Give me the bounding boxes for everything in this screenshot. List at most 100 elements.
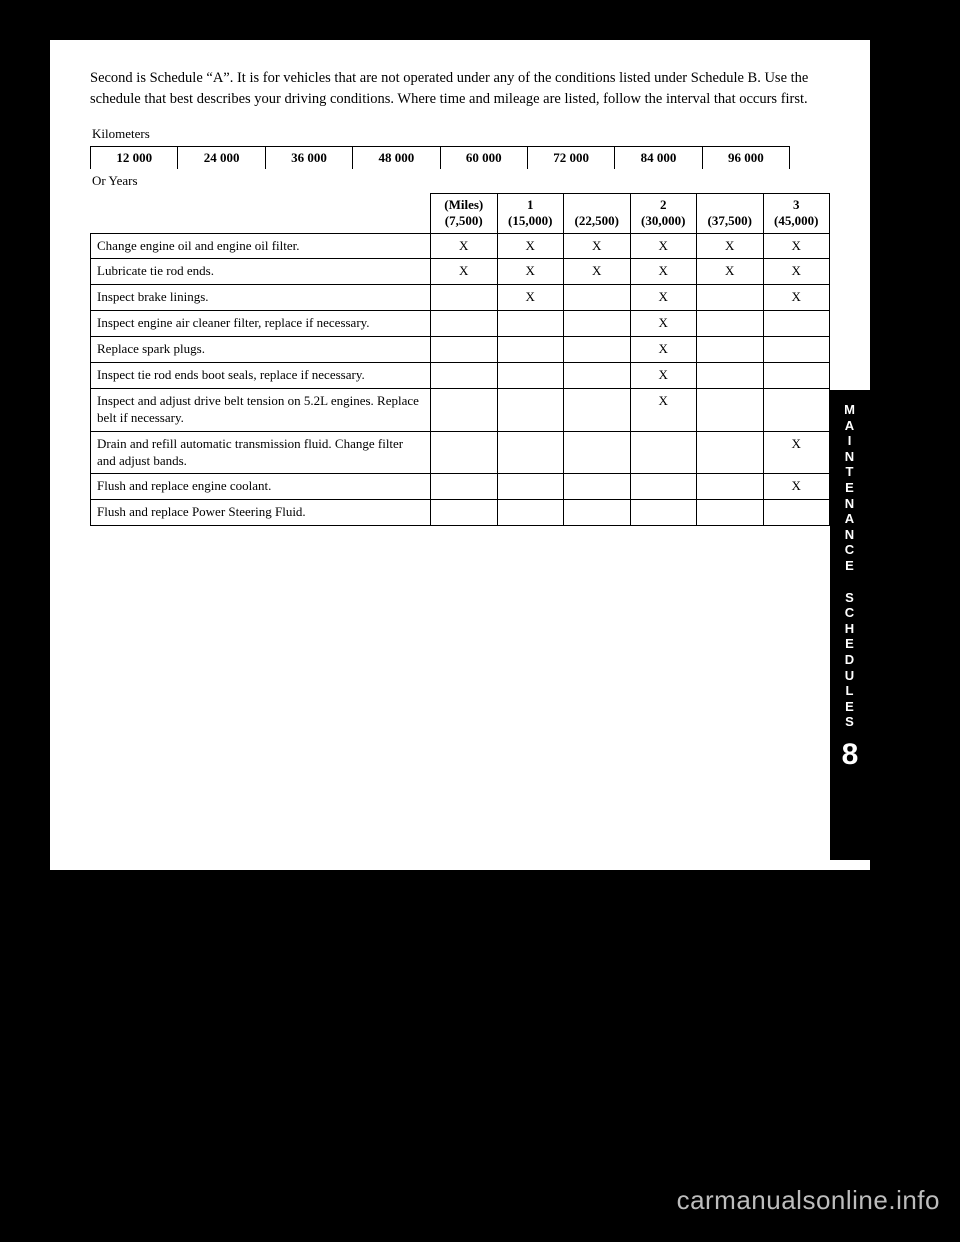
row-cell: X — [630, 233, 697, 259]
row-cell — [697, 388, 764, 431]
months-cell: 84 000 — [614, 147, 701, 169]
row-cell: X — [697, 259, 764, 285]
row-cell — [431, 337, 498, 363]
table-row: Change engine oil and engine oil filter.… — [91, 233, 830, 259]
row-cell — [497, 337, 564, 363]
row-cell — [497, 474, 564, 500]
row-description: Inspect brake linings. — [91, 285, 431, 311]
row-cell — [431, 362, 498, 388]
row-cell — [763, 388, 830, 431]
watermark: carmanualsonline.info — [677, 1185, 940, 1216]
intro-text: Second is Schedule “A”. It is for vehicl… — [90, 68, 830, 110]
row-cell: X — [497, 259, 564, 285]
maintenance-table: (Miles)(7,500)1(15,000)(22,500)2(30,000)… — [90, 193, 830, 526]
table-row: Lubricate tie rod ends.XXXXXX — [91, 259, 830, 285]
row-cell: X — [630, 259, 697, 285]
table-row: Flush and replace Power Steering Fluid. — [91, 500, 830, 526]
months-cell: 12 000 — [91, 147, 177, 169]
table-row: Drain and refill automatic transmission … — [91, 431, 830, 474]
row-cell: X — [431, 259, 498, 285]
table-row: Inspect and adjust drive belt tension on… — [91, 388, 830, 431]
months-label: Kilometers — [90, 126, 830, 142]
header-col: (22,500) — [564, 194, 631, 234]
table-row: Inspect brake linings. X X X — [91, 285, 830, 311]
row-cell — [763, 362, 830, 388]
row-cell — [697, 431, 764, 474]
row-cell — [763, 500, 830, 526]
row-cell — [630, 474, 697, 500]
row-description: Lubricate tie rod ends. — [91, 259, 431, 285]
header-col: (37,500) — [697, 194, 764, 234]
page-number: 233 — [831, 836, 852, 852]
row-cell: X — [564, 233, 631, 259]
row-cell — [630, 431, 697, 474]
row-cell — [431, 431, 498, 474]
row-cell: X — [497, 285, 564, 311]
row-cell — [564, 431, 631, 474]
row-cell — [497, 362, 564, 388]
row-cell — [697, 474, 764, 500]
row-description: Inspect and adjust drive belt tension on… — [91, 388, 431, 431]
row-cell: X — [697, 233, 764, 259]
row-cell — [697, 337, 764, 363]
row-cell — [697, 500, 764, 526]
section-number: 8 — [830, 738, 870, 772]
months-cell: 24 000 — [177, 147, 264, 169]
row-description: Flush and replace Power Steering Fluid. — [91, 500, 431, 526]
row-cell: X — [630, 337, 697, 363]
table-row: Replace spark plugs. X — [91, 337, 830, 363]
row-cell: X — [763, 285, 830, 311]
row-cell: X — [763, 431, 830, 474]
row-cell — [431, 388, 498, 431]
row-cell: X — [630, 311, 697, 337]
months-row: 12 00024 00036 00048 00060 00072 00084 0… — [90, 146, 790, 169]
row-cell: X — [763, 474, 830, 500]
row-cell — [564, 388, 631, 431]
months-cell: 36 000 — [265, 147, 352, 169]
row-cell: X — [431, 233, 498, 259]
row-cell — [697, 311, 764, 337]
row-cell: X — [630, 362, 697, 388]
row-cell — [697, 362, 764, 388]
months-cell: 60 000 — [440, 147, 527, 169]
row-cell — [630, 500, 697, 526]
row-cell — [697, 285, 764, 311]
header-col: 3(45,000) — [763, 194, 830, 234]
row-cell: X — [497, 233, 564, 259]
table-row: Flush and replace engine coolant. X — [91, 474, 830, 500]
row-cell: X — [630, 285, 697, 311]
row-cell: X — [564, 259, 631, 285]
table-row: Inspect tie rod ends boot seals, replace… — [91, 362, 830, 388]
row-description: Change engine oil and engine oil filter. — [91, 233, 431, 259]
row-cell — [431, 311, 498, 337]
row-cell — [564, 362, 631, 388]
row-cell — [564, 285, 631, 311]
row-description: Inspect tie rod ends boot seals, replace… — [91, 362, 431, 388]
row-cell — [763, 337, 830, 363]
row-cell — [497, 388, 564, 431]
row-cell — [497, 431, 564, 474]
table-row: Inspect engine air cleaner filter, repla… — [91, 311, 830, 337]
row-cell — [497, 311, 564, 337]
row-cell — [431, 474, 498, 500]
row-cell — [564, 500, 631, 526]
months-cell: 48 000 — [352, 147, 439, 169]
header-col: 1(15,000) — [497, 194, 564, 234]
section-tab: MAINTENANCE SCHEDULES 8 — [830, 390, 870, 860]
row-description: Flush and replace engine coolant. — [91, 474, 431, 500]
row-cell: X — [630, 388, 697, 431]
months-cell: 96 000 — [702, 147, 789, 169]
row-cell — [564, 337, 631, 363]
row-cell — [431, 500, 498, 526]
header-col: 2(30,000) — [630, 194, 697, 234]
row-cell — [564, 474, 631, 500]
row-cell — [497, 500, 564, 526]
row-cell: X — [763, 233, 830, 259]
header-empty — [91, 194, 431, 234]
row-cell: X — [763, 259, 830, 285]
row-description: Replace spark plugs. — [91, 337, 431, 363]
row-cell — [564, 311, 631, 337]
months-cell: 72 000 — [527, 147, 614, 169]
row-cell — [431, 285, 498, 311]
header-col: (Miles)(7,500) — [431, 194, 498, 234]
